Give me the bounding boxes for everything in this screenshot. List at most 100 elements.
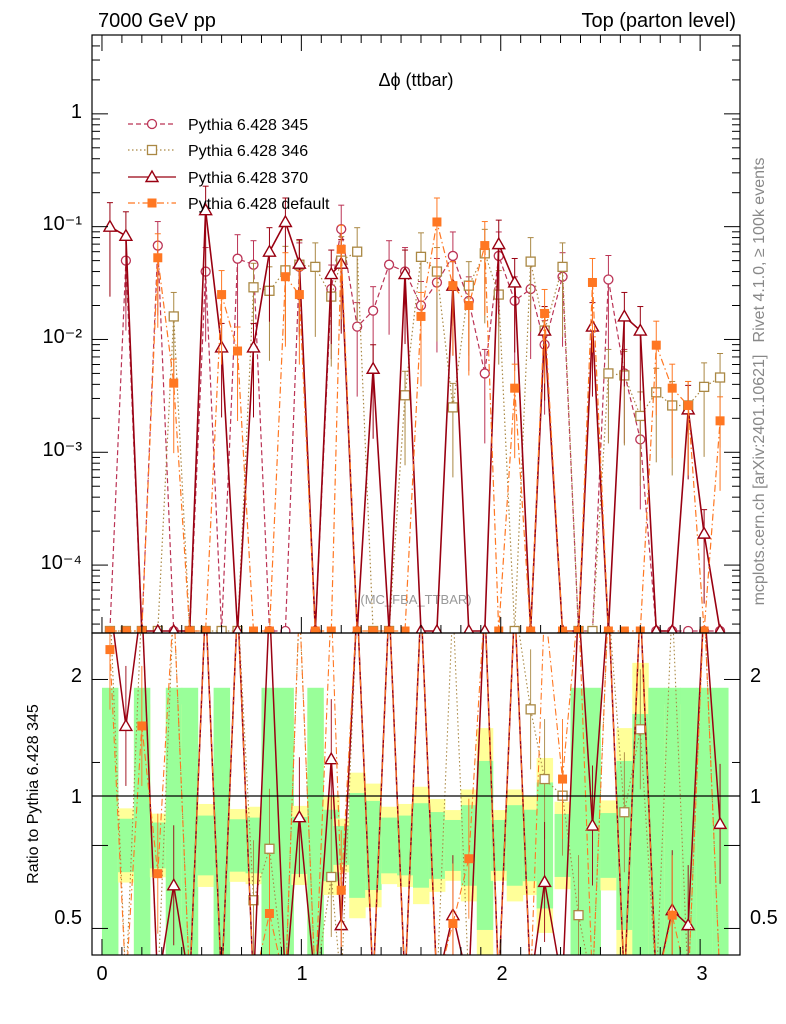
data-point bbox=[507, 275, 522, 288]
green-band-bin bbox=[632, 713, 649, 955]
data-point bbox=[667, 383, 677, 393]
data-point bbox=[278, 214, 293, 228]
ratio-point bbox=[105, 645, 115, 655]
ratio-frame bbox=[91, 632, 741, 956]
ratio-point bbox=[118, 718, 134, 732]
data-point bbox=[416, 311, 426, 321]
green-band-bin bbox=[428, 812, 446, 879]
data-point bbox=[683, 625, 694, 633]
series-line bbox=[109, 221, 721, 632]
data-point bbox=[367, 305, 379, 316]
data-point bbox=[714, 623, 726, 633]
legend-marker bbox=[144, 169, 160, 183]
data-point bbox=[280, 625, 291, 633]
ratio-tick-label-1: 1 bbox=[71, 786, 82, 808]
data-point bbox=[153, 253, 163, 263]
ratio-point bbox=[248, 895, 259, 906]
data-point bbox=[635, 410, 646, 422]
data-point bbox=[650, 623, 662, 633]
ratio-point bbox=[667, 910, 677, 920]
y-tick-label-1e-4: 10⁻⁴ bbox=[41, 552, 82, 574]
ratio-point bbox=[464, 854, 474, 864]
data-point bbox=[479, 368, 490, 379]
green-band-bin bbox=[101, 687, 119, 955]
data-point bbox=[587, 625, 598, 633]
data-point bbox=[557, 261, 568, 273]
ratio-point bbox=[525, 704, 536, 715]
legend: Pythia 6.428 345 Pythia 6.428 346 Pythia… bbox=[128, 117, 330, 213]
data-point bbox=[463, 623, 475, 633]
legend-marker bbox=[146, 118, 158, 130]
y-tick-label-1e-1: 10⁻¹ bbox=[43, 213, 83, 235]
data-point bbox=[249, 626, 259, 633]
data-point bbox=[448, 281, 458, 291]
ratio-point bbox=[324, 751, 339, 765]
data-point bbox=[698, 381, 710, 393]
data-point bbox=[432, 217, 442, 227]
data-point bbox=[246, 340, 261, 353]
ratio-point bbox=[619, 807, 630, 818]
header-left: 7000 GeV pp bbox=[98, 10, 216, 32]
data-point bbox=[105, 626, 115, 633]
data-point bbox=[400, 626, 410, 633]
data-point bbox=[587, 277, 597, 287]
y-tick-label-1e-2: 10⁻² bbox=[43, 326, 83, 348]
data-point bbox=[603, 626, 613, 633]
x-tick-label-3: 3 bbox=[696, 963, 707, 985]
x-tick-label-2: 2 bbox=[496, 963, 507, 985]
data-point bbox=[383, 259, 395, 270]
data-point bbox=[169, 378, 179, 388]
ratio-point bbox=[448, 918, 458, 928]
series-line bbox=[109, 250, 721, 632]
legend-label-default: Pythia 6.428 default bbox=[188, 196, 330, 213]
data-point bbox=[118, 228, 134, 241]
green-band-bin bbox=[476, 760, 494, 930]
data-point bbox=[232, 623, 243, 633]
legend-label-345: Pythia 6.428 345 bbox=[188, 117, 308, 134]
data-point bbox=[683, 400, 693, 410]
green-band-bin bbox=[413, 803, 430, 888]
main-series-group bbox=[102, 185, 726, 633]
ratio-point bbox=[153, 869, 163, 879]
data-point bbox=[431, 623, 443, 633]
green-band-bin bbox=[117, 818, 135, 873]
ratio-point bbox=[712, 816, 728, 830]
ratio-tick-label-0-5: 0.5 bbox=[54, 907, 82, 929]
green-band-bin bbox=[696, 687, 713, 955]
data-point bbox=[714, 372, 726, 383]
y-tick-label-1e-3: 10⁻³ bbox=[43, 439, 83, 461]
green-band-bin bbox=[664, 687, 681, 955]
ratio-tick-label-right-2: 2 bbox=[750, 665, 761, 687]
data-point bbox=[525, 256, 536, 267]
ratio-point bbox=[539, 773, 550, 785]
data-point bbox=[352, 321, 363, 332]
ratio-point bbox=[558, 774, 568, 784]
data-point bbox=[168, 623, 180, 633]
data-point bbox=[617, 309, 632, 322]
green-band-bin bbox=[349, 793, 366, 898]
data-point bbox=[352, 626, 362, 633]
data-point bbox=[102, 219, 118, 232]
legend-label-346: Pythia 6.428 346 bbox=[188, 143, 308, 160]
data-point bbox=[479, 623, 491, 633]
header-right: Top (parton level) bbox=[581, 10, 736, 32]
ratio-tick-label-right-1: 1 bbox=[750, 786, 761, 808]
data-point bbox=[280, 272, 290, 282]
data-point bbox=[696, 526, 712, 539]
data-point bbox=[573, 626, 583, 633]
data-point bbox=[201, 626, 211, 633]
ratio-tick-label-right-0-5: 0.5 bbox=[750, 907, 778, 929]
data-point bbox=[397, 266, 413, 280]
data-point bbox=[633, 323, 648, 336]
ratio-point bbox=[680, 917, 696, 931]
data-point bbox=[494, 626, 504, 633]
green-band-bin bbox=[197, 815, 215, 876]
ratio-y-axis-label: Ratio to Pythia 6.428 345 bbox=[25, 704, 42, 884]
data-point bbox=[510, 383, 520, 393]
data-point bbox=[352, 246, 363, 257]
data-point bbox=[365, 361, 381, 374]
legend-label-370: Pythia 6.428 370 bbox=[188, 170, 308, 187]
data-point bbox=[368, 626, 378, 633]
green-band-bin bbox=[570, 687, 587, 955]
